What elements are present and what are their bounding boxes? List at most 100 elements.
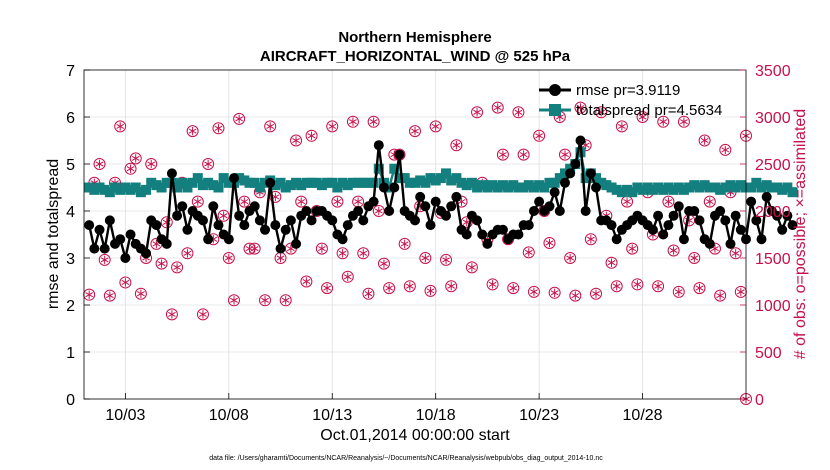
obs-assimilated-marker [690,255,699,261]
totalspread-point [746,182,757,193]
obs-possible-marker [615,120,628,133]
obs-point [124,162,137,175]
obs-assimilated-marker [431,123,440,129]
obs-assimilated-marker [137,291,145,297]
obs-assimilated-marker [85,292,94,298]
totalspread-point [761,180,772,191]
obs-possible-marker [626,242,639,255]
obs-possible-marker [326,120,339,133]
obs-possible-marker [238,195,251,208]
totalspread-point [554,173,565,184]
obs-point [264,120,277,133]
obs-point [657,115,670,128]
obs-assimilated-marker [674,289,683,295]
totalspread-point [482,182,493,193]
obs-point [114,120,127,133]
obs-assimilated-marker [654,283,662,289]
rmse-point [166,168,177,179]
totalspread-point [513,182,524,193]
rmse-point [234,210,245,221]
obs-possible-marker [584,233,597,246]
totalspread-point [642,182,653,193]
obs-assimilated-marker [447,283,456,289]
obs-possible-marker [471,106,484,119]
obs-point [145,158,158,170]
obs-assimilated-marker [519,152,528,158]
totalspread-point [756,182,767,193]
totalspread-point [389,163,400,174]
obs-assimilated-marker [509,285,518,291]
obs-point [290,134,303,147]
obs-possible-marker [719,143,732,156]
y-tick-label: 4 [66,204,75,221]
obs-point [217,209,230,222]
obs-possible-marker [171,261,184,274]
obs-assimilated-marker [214,125,223,131]
obs-point [450,139,463,152]
obs-assimilated-marker [638,114,647,120]
obs-assimilated-marker [230,297,238,303]
obs-point [636,111,649,123]
totalspread-point [141,184,152,195]
totalspread-point [223,177,234,188]
rmse-point [368,196,379,207]
obs-assimilated-marker [374,208,383,214]
totalspread-point [104,187,115,198]
rmse-point [306,215,317,226]
obs-assimilated-marker [700,137,709,144]
obs-possible-marker [103,289,116,302]
rmse-point [658,229,669,240]
rmse-point [425,220,436,231]
obs-possible-marker [315,242,328,255]
obs-possible-marker [440,253,453,266]
totalspread-point [673,182,684,193]
x-axis-label: Oct.01,2014 00:00:00 start [320,427,510,444]
totalspread-point [684,182,695,193]
totalspread-point [503,182,514,193]
obs-possible-marker [98,253,111,266]
obs-point [134,287,147,300]
chart-title: Northern Hemisphere [338,29,491,46]
obs-possible-marker [703,195,716,208]
rmse-point [523,220,534,231]
totalspread-point [177,177,188,188]
obs-assimilated-marker [193,199,202,205]
rmse-point [285,215,296,226]
obs-point [698,134,711,147]
obs-point [595,106,608,119]
obs-assimilated-marker [426,288,435,294]
rmse-point [161,238,172,249]
obs-assimilated-marker [266,123,275,129]
totalspread-point [306,177,317,188]
obs-possible-marker [590,287,603,300]
y-tick-label: 6 [66,110,75,127]
obs-point [409,125,421,138]
obs-point [734,285,747,298]
totalspread-point [472,182,483,193]
totalspread-point [559,168,570,179]
y2-tick-label: 2000 [755,204,791,221]
x-tick-label: 10/28 [623,407,663,424]
obs-possible-marker [119,276,132,289]
obs-assimilated-marker [240,199,249,205]
totalspread-point [208,180,219,191]
obs-assimilated-marker [152,241,161,247]
totalspread-point [508,180,519,191]
obs-assimilated-marker [157,261,166,267]
obs-assimilated-marker [586,236,595,242]
obs-possible-marker [698,134,711,147]
x-tick-label: 10/08 [209,407,249,424]
obs-point [543,236,556,249]
totalspread-point [342,180,353,191]
obs-point [615,120,628,133]
obs-assimilated-marker [297,199,306,205]
rmse-point [756,234,767,245]
obs-assimilated-marker [592,291,600,297]
rmse-point [249,201,260,212]
rmse-point [291,238,302,249]
totalspread-point [120,182,131,193]
obs-point [305,129,318,142]
totalspread-point [353,177,364,188]
obs-point [486,278,499,291]
